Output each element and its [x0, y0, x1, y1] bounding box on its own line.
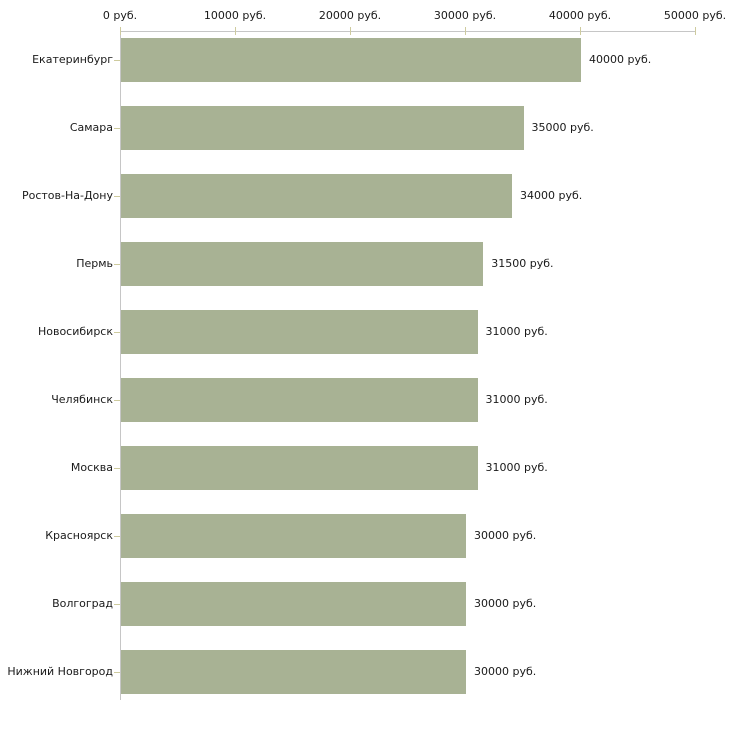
- value-label: 30000 руб.: [474, 665, 537, 678]
- category-tick: [114, 672, 120, 673]
- bar: [121, 310, 478, 354]
- x-axis-tick: [579, 27, 581, 35]
- x-axis-tick-label: 20000 руб.: [318, 9, 382, 22]
- bar: [121, 650, 466, 694]
- category-label: Новосибирск: [37, 325, 113, 338]
- category-label: Челябинск: [51, 393, 113, 406]
- bar: [121, 446, 478, 490]
- x-axis-tick: [119, 27, 121, 35]
- category-label: Красноярск: [45, 529, 113, 542]
- value-label: 31500 руб.: [491, 257, 554, 270]
- x-axis-tick: [349, 27, 351, 35]
- x-axis-tick-label: 10000 руб.: [203, 9, 267, 22]
- category-label: Екатеринбург: [32, 53, 113, 66]
- x-axis-tick-label: 30000 руб.: [433, 9, 497, 22]
- bar: [121, 174, 512, 218]
- category-label: Самара: [69, 121, 113, 134]
- value-label: 34000 руб.: [520, 189, 583, 202]
- x-axis-line: [120, 31, 696, 32]
- value-label: 31000 руб.: [485, 393, 548, 406]
- bar: [121, 514, 466, 558]
- bar: [121, 582, 466, 626]
- value-label: 31000 руб.: [485, 461, 548, 474]
- category-label: Москва: [70, 461, 113, 474]
- category-label: Волгоград: [52, 597, 113, 610]
- category-tick: [114, 332, 120, 333]
- category-label: Пермь: [76, 257, 113, 270]
- x-axis-tick: [234, 27, 236, 35]
- value-label: 40000 руб.: [589, 53, 652, 66]
- bar: [121, 378, 478, 422]
- category-tick: [114, 196, 120, 197]
- bar: [121, 38, 581, 82]
- category-label: Ростов-На-Дону: [21, 189, 113, 202]
- category-label: Нижний Новгород: [7, 665, 113, 678]
- x-axis-tick: [694, 27, 696, 35]
- category-tick: [114, 400, 120, 401]
- value-label: 35000 руб.: [531, 121, 594, 134]
- category-tick: [114, 264, 120, 265]
- x-axis-tick-label: 40000 руб.: [548, 9, 612, 22]
- x-axis-tick-label: 50000 руб.: [663, 9, 727, 22]
- value-label: 31000 руб.: [485, 325, 548, 338]
- category-tick: [114, 536, 120, 537]
- value-label: 30000 руб.: [474, 529, 537, 542]
- y-axis-line: [120, 31, 121, 700]
- x-axis-tick-label: 0 руб.: [102, 9, 138, 22]
- bar: [121, 106, 524, 150]
- category-tick: [114, 604, 120, 605]
- value-label: 30000 руб.: [474, 597, 537, 610]
- category-tick: [114, 60, 120, 61]
- category-tick: [114, 128, 120, 129]
- x-axis-tick: [464, 27, 466, 35]
- bar: [121, 242, 484, 286]
- category-tick: [114, 468, 120, 469]
